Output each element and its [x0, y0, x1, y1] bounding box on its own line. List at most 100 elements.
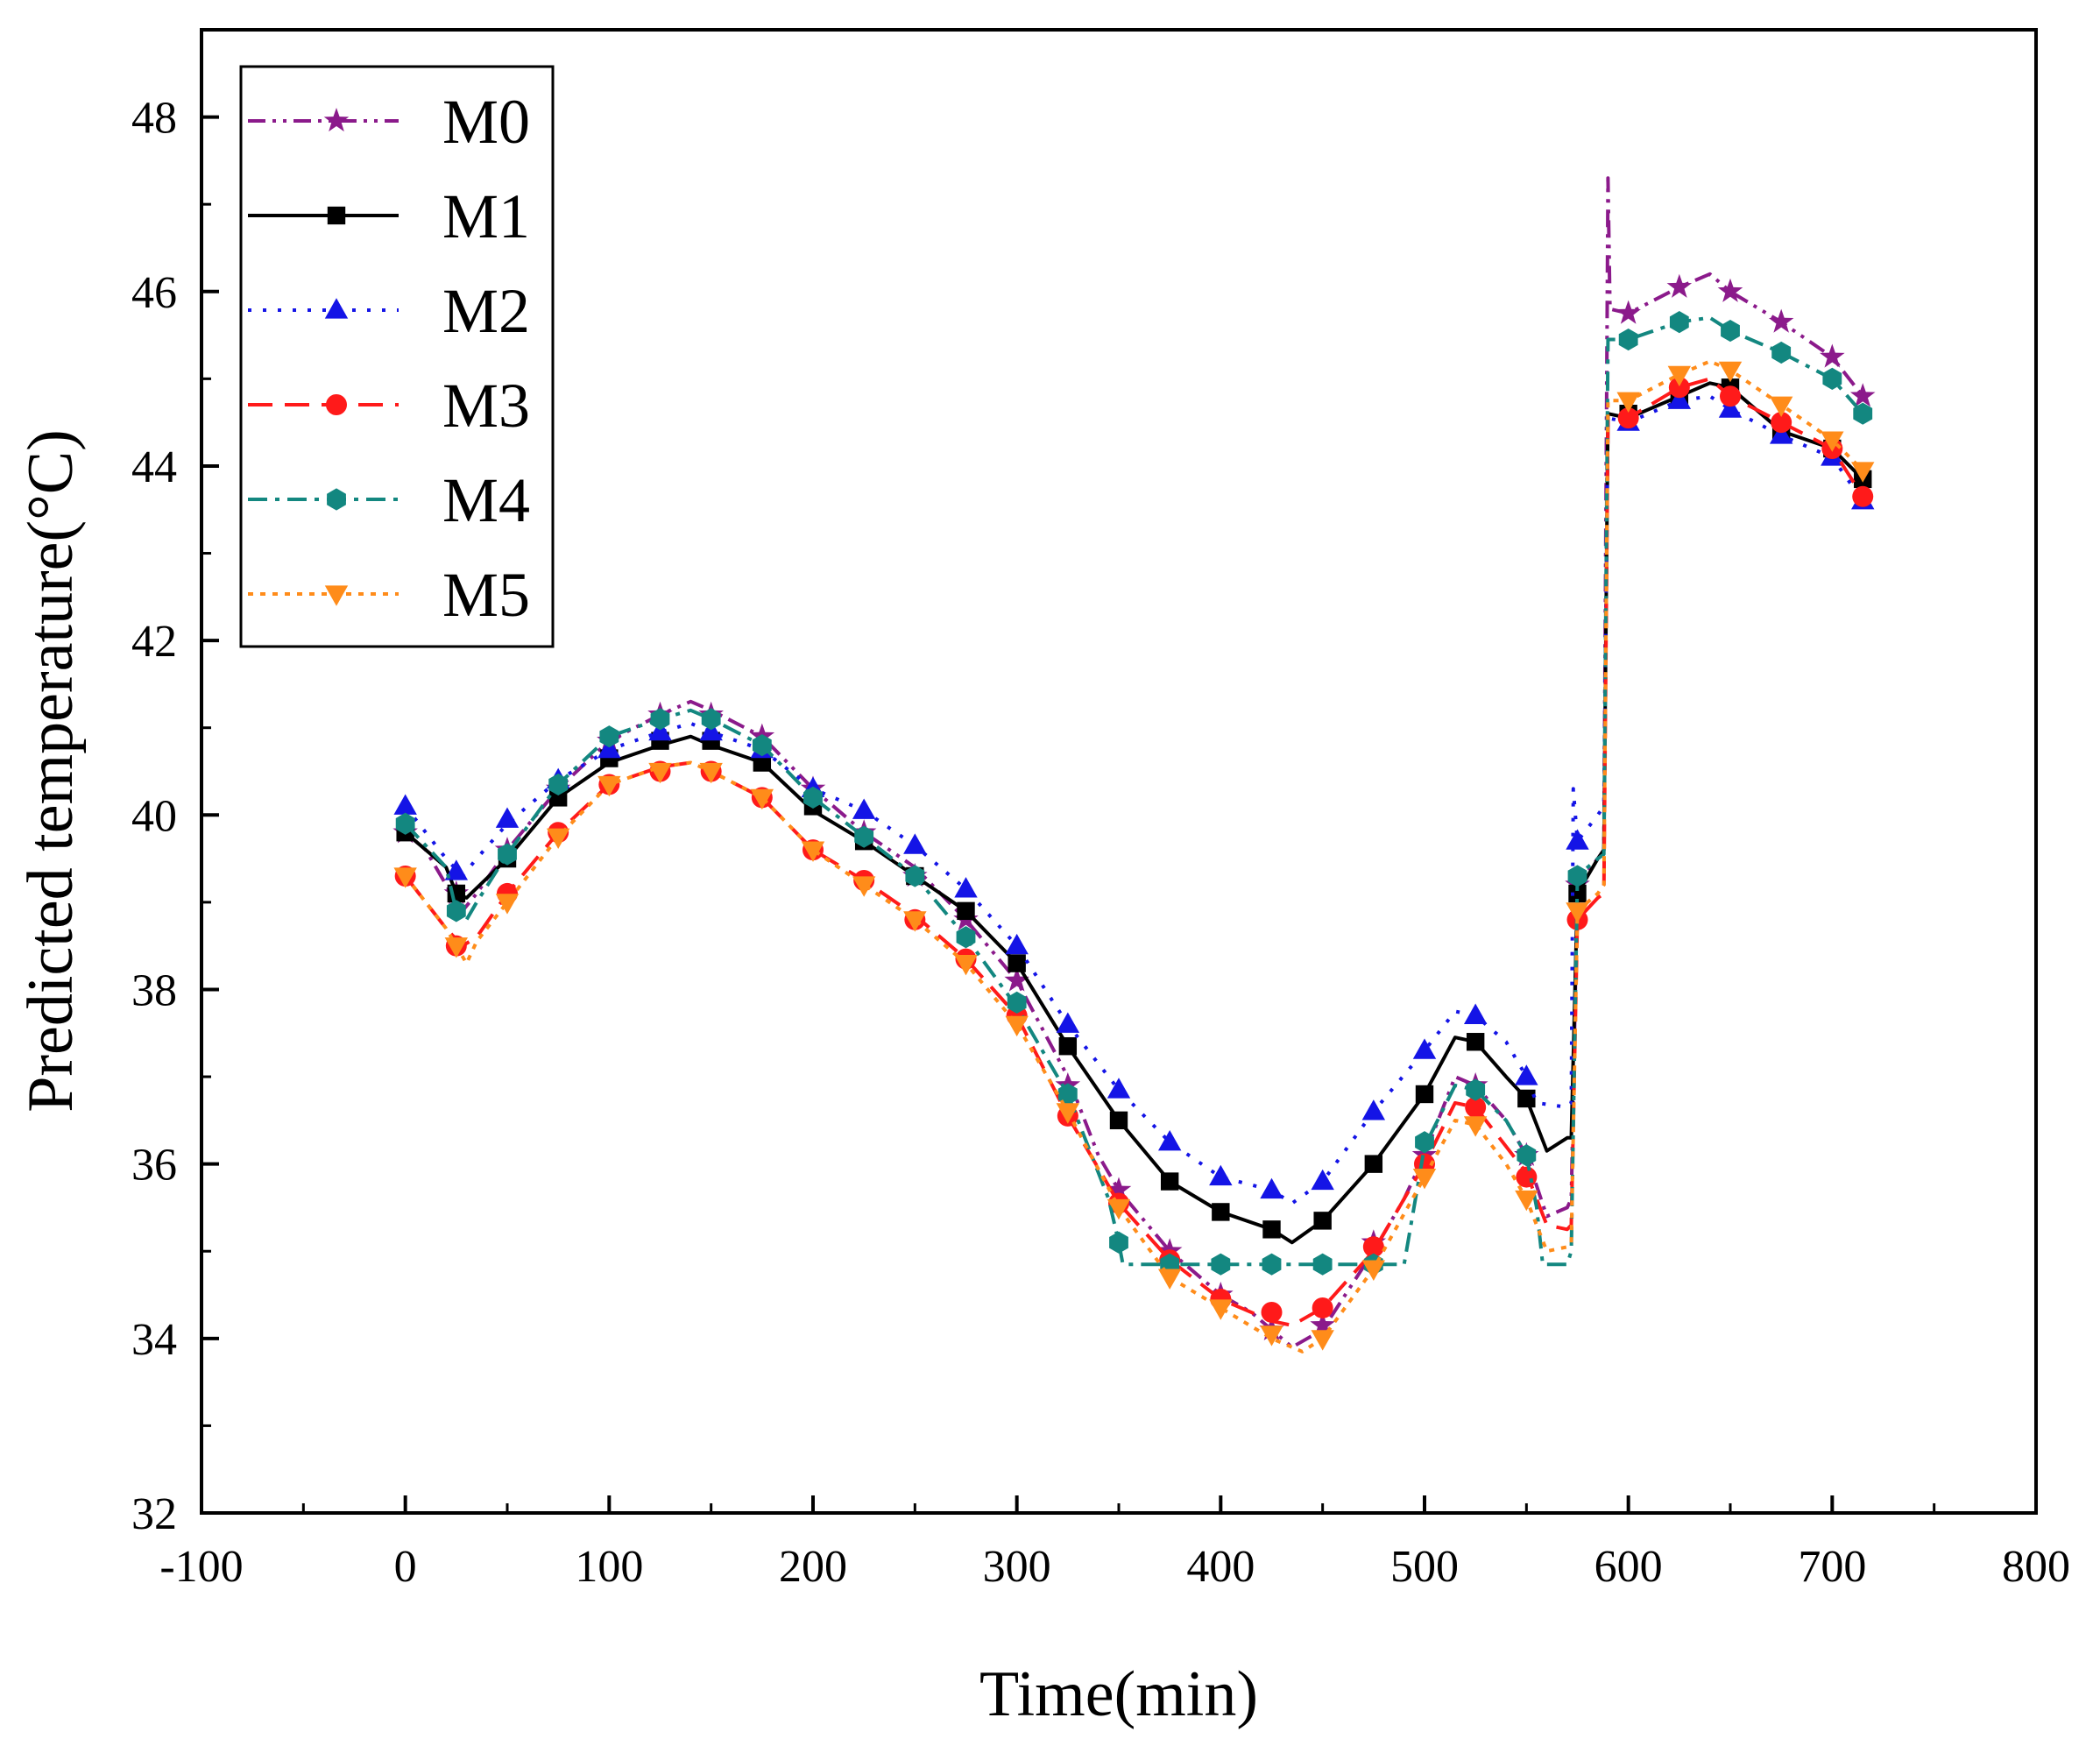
data-point-M1-425 — [1262, 1220, 1281, 1239]
data-point-M4-150 — [701, 708, 721, 731]
data-point-M2-500 — [1412, 1038, 1437, 1059]
y-tick-label: 42 — [131, 617, 177, 667]
data-point-M5-450 — [1311, 1330, 1334, 1351]
data-point-M3-600 — [1617, 407, 1639, 429]
data-point-M5-675 — [1769, 396, 1793, 418]
data-point-M2-50 — [495, 807, 520, 828]
legend-item-M2: M2 — [248, 276, 530, 346]
data-point-M2-225 — [852, 798, 876, 819]
data-point-M5-175 — [750, 788, 774, 810]
data-point-M1-175 — [753, 753, 772, 772]
data-point-M0-300 — [1004, 967, 1029, 992]
data-point-M4-400 — [1211, 1253, 1231, 1276]
data-point-M4-25 — [446, 900, 466, 922]
y-tick-label: 46 — [131, 268, 177, 318]
data-point-M0-350 — [1106, 1177, 1132, 1201]
data-point-M0-450 — [1310, 1311, 1335, 1337]
data-point-M0-600 — [1616, 300, 1641, 324]
data-point-M4-700 — [1822, 367, 1842, 390]
data-point-M5-125 — [648, 762, 672, 784]
data-point-M2-375 — [1157, 1129, 1182, 1151]
data-point-M4-200 — [803, 786, 823, 809]
data-point-M2-475 — [1361, 1099, 1386, 1120]
data-point-M1-400 — [1212, 1203, 1230, 1221]
data-point-M2-300 — [1005, 933, 1029, 955]
data-point-M1-550 — [1517, 1089, 1536, 1108]
legend-marker-M4 — [327, 488, 346, 511]
data-point-M2-100 — [597, 737, 621, 759]
data-point-M3-425 — [1261, 1301, 1283, 1323]
data-point-M2-275 — [954, 877, 978, 898]
data-point-M2-675 — [1769, 423, 1793, 444]
x-tick-label: -100 — [159, 1542, 243, 1592]
data-point-M5-575 — [1566, 902, 1589, 923]
legend-item-M3: M3 — [248, 371, 530, 441]
data-point-M1-500 — [1415, 1085, 1434, 1104]
x-tick-label: 400 — [1186, 1542, 1255, 1592]
data-point-M4-715 — [1853, 402, 1873, 425]
legend-marker-M0 — [323, 108, 350, 132]
data-point-M5-700 — [1821, 431, 1844, 452]
x-tick-label: 500 — [1390, 1542, 1459, 1592]
data-point-M4-575 — [1567, 865, 1587, 887]
data-point-M2-150 — [699, 719, 723, 741]
data-point-M4-525 — [1466, 1078, 1486, 1101]
data-point-M2-525 — [1463, 1003, 1488, 1024]
data-point-M5-25 — [444, 937, 469, 958]
data-point-M5-550 — [1515, 1190, 1538, 1212]
data-point-M0-700 — [1820, 343, 1845, 368]
legend-items: M0 M1 M2 M3 M4 M5 — [248, 87, 530, 630]
data-point-M2-250 — [903, 833, 927, 854]
data-point-M5-100 — [597, 775, 621, 797]
x-tick-label: 0 — [394, 1542, 417, 1592]
data-point-M4-275 — [956, 926, 976, 949]
series-layer — [392, 176, 1876, 1354]
y-tick-label: 48 — [131, 94, 177, 144]
data-point-M3-525 — [1465, 1096, 1487, 1118]
data-point-M4-450 — [1312, 1253, 1333, 1276]
data-point-M1-575 — [1568, 884, 1587, 903]
series-M5 — [393, 359, 1875, 1354]
y-tick-label: 32 — [131, 1489, 177, 1539]
legend-label-M2: M2 — [442, 276, 530, 346]
data-point-M4-650 — [1721, 319, 1740, 343]
legend-marker-M1 — [327, 206, 346, 225]
y-tick-label: 44 — [131, 442, 177, 492]
data-point-M5-75 — [546, 828, 570, 849]
data-point-M2-450 — [1311, 1169, 1334, 1191]
legend: M0 M1 M2 M3 M4 M5 — [239, 65, 555, 648]
y-axis-title: Predicted temperature(°C) — [15, 429, 87, 1113]
data-point-M2-350 — [1107, 1078, 1131, 1099]
x-axis-title: Time(min) — [979, 1658, 1258, 1730]
y-tick-label: 36 — [131, 1141, 177, 1191]
data-point-M5-525 — [1463, 1116, 1488, 1137]
data-point-M5-0 — [393, 867, 417, 888]
data-point-M0-650 — [1717, 278, 1743, 302]
data-point-M4-0 — [395, 812, 415, 835]
data-point-M2-575 — [1566, 829, 1589, 850]
data-point-M5-200 — [801, 841, 825, 862]
data-point-M1-75 — [548, 788, 568, 807]
legend-label-M5: M5 — [442, 560, 530, 630]
data-point-M4-125 — [650, 708, 670, 731]
x-tick-label: 200 — [779, 1542, 847, 1592]
data-point-M4-250 — [905, 865, 925, 887]
data-point-M4-500 — [1415, 1131, 1434, 1154]
data-point-M1-475 — [1364, 1155, 1383, 1173]
tick-labels-layer: -100 0 100 200 300 400 500 600 700 800 32 34 36 38 40 4… — [131, 94, 2070, 1592]
data-point-M4-550 — [1517, 1144, 1537, 1167]
data-point-M1-375 — [1160, 1172, 1179, 1191]
data-point-M1-275 — [957, 901, 975, 921]
data-point-M2-0 — [393, 794, 417, 815]
data-point-M2-650 — [1718, 397, 1743, 418]
data-point-M5-50 — [495, 894, 520, 915]
legend-box — [239, 65, 555, 648]
data-point-M4-225 — [854, 825, 874, 848]
data-point-M5-325 — [1056, 1103, 1080, 1124]
data-point-M3-715 — [1852, 485, 1874, 507]
x-tick-label: 600 — [1594, 1542, 1663, 1592]
data-point-M2-325 — [1056, 1012, 1080, 1033]
data-point-M5-625 — [1667, 365, 1692, 387]
data-point-M3-450 — [1312, 1297, 1333, 1318]
ticks-layer — [200, 28, 2038, 1515]
